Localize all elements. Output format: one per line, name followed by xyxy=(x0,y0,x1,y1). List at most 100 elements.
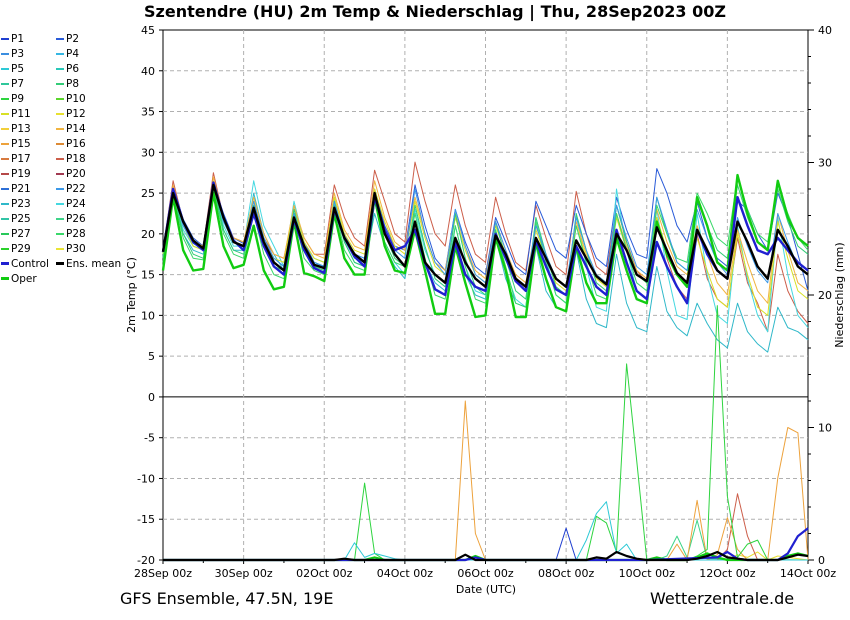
legend-swatch xyxy=(1,233,9,235)
legend-swatch xyxy=(56,158,64,160)
legend-label: P9 xyxy=(11,93,25,105)
legend-swatch xyxy=(56,233,64,235)
y-tick-label: -5 xyxy=(144,432,155,445)
y-tick-label: -20 xyxy=(137,554,155,567)
legend-label: P27 xyxy=(11,228,31,240)
legend-swatch xyxy=(56,98,64,100)
y2-tick-label: 10 xyxy=(818,422,832,435)
legend-label: P1 xyxy=(11,33,25,45)
legend-swatch xyxy=(1,113,9,115)
y-tick-label: 45 xyxy=(141,24,155,37)
legend-swatch xyxy=(1,83,9,85)
y-tick-label: 15 xyxy=(141,269,155,282)
x-tick-label: 30Sep 00z xyxy=(215,567,273,580)
legend-label: P21 xyxy=(11,183,31,195)
legend-swatch xyxy=(1,188,9,190)
legend-label: P2 xyxy=(66,33,80,45)
legend-label: P28 xyxy=(66,228,86,240)
legend-label: P16 xyxy=(66,138,86,150)
y-tick-label: 20 xyxy=(141,228,155,241)
legend-swatch xyxy=(1,128,9,130)
x-tick-label: 28Sep 00z xyxy=(134,567,192,580)
x-tick-label: 10Oct 00z xyxy=(619,567,676,580)
legend-label: P18 xyxy=(66,153,86,165)
legend-label: P30 xyxy=(66,243,86,255)
legend-label: P11 xyxy=(11,108,31,120)
y-tick-label: 35 xyxy=(141,106,155,119)
legend-swatch xyxy=(1,38,9,40)
legend-swatch xyxy=(1,53,9,55)
legend-label: P7 xyxy=(11,78,25,90)
legend-swatch xyxy=(56,203,64,205)
legend-swatch xyxy=(56,83,64,85)
legend-swatch xyxy=(1,277,9,280)
y2-tick-label: 20 xyxy=(818,289,832,302)
legend-label: Ens. mean xyxy=(66,258,122,270)
x-tick-label: 06Oct 00z xyxy=(457,567,514,580)
legend-swatch xyxy=(56,53,64,55)
y-tick-label: -15 xyxy=(137,513,155,526)
precip-line-control xyxy=(163,527,809,562)
legend-swatch xyxy=(56,128,64,130)
legend-label: P6 xyxy=(66,63,80,75)
legend-label: P24 xyxy=(66,198,86,210)
y-tick-label: 10 xyxy=(141,309,155,322)
legend-swatch xyxy=(56,248,64,250)
legend-label: P3 xyxy=(11,48,25,60)
legend-swatch xyxy=(1,143,9,145)
legend-swatch xyxy=(56,68,64,70)
y2-tick-label: 40 xyxy=(818,24,832,37)
x-tick-label: 04Oct 00z xyxy=(377,567,434,580)
y-tick-label: 30 xyxy=(141,146,155,159)
legend-label: P26 xyxy=(66,213,86,225)
legend-label: P5 xyxy=(11,63,25,75)
legend-swatch xyxy=(56,38,64,40)
legend-label: P10 xyxy=(66,93,86,105)
legend-label: P22 xyxy=(66,183,86,195)
y-tick-label: 40 xyxy=(141,65,155,78)
legend-label: Control xyxy=(11,258,49,270)
legend-swatch xyxy=(1,158,9,160)
legend-label: P4 xyxy=(66,48,80,60)
y-tick-label: 0 xyxy=(148,391,155,404)
x-tick-label: 12Oct 00z xyxy=(699,567,756,580)
y-tick-label: 25 xyxy=(141,187,155,200)
y-tick-label: 5 xyxy=(148,350,155,363)
chart-title: Szentendre (HU) 2m Temp & Niederschlag |… xyxy=(144,2,726,21)
legend-label: P19 xyxy=(11,168,31,180)
legend-swatch xyxy=(1,98,9,100)
legend-swatch xyxy=(56,188,64,190)
legend-label: Oper xyxy=(11,273,37,285)
legend-swatch xyxy=(56,173,64,175)
x-tick-label: 08Oct 00z xyxy=(538,567,595,580)
legend-label: P14 xyxy=(66,123,86,135)
legend-swatch xyxy=(56,113,64,115)
legend-label: P13 xyxy=(11,123,31,135)
legend-label: P25 xyxy=(11,213,31,225)
legend-swatch xyxy=(1,173,9,175)
legend-swatch xyxy=(56,143,64,145)
temp-line-oper xyxy=(161,173,809,319)
x-tick-label: 02Oct 00z xyxy=(296,567,353,580)
y-tick-label: -10 xyxy=(137,472,155,485)
site-caption: Wetterzentrale.de xyxy=(650,589,795,608)
legend-swatch xyxy=(56,262,64,265)
x-axis-label: Date (UTC) xyxy=(456,583,516,596)
x-tick-label: 14Oct 00z xyxy=(780,567,837,580)
model-caption: GFS Ensemble, 47.5N, 19E xyxy=(120,589,334,608)
legend-label: P8 xyxy=(66,78,80,90)
precip-line-ens-mean xyxy=(163,550,809,562)
y-axis-label-right: Niederschlag (mm) xyxy=(833,242,846,347)
y2-tick-label: 30 xyxy=(818,157,832,170)
legend-label: P17 xyxy=(11,153,31,165)
legend-swatch xyxy=(1,262,9,265)
legend-swatch xyxy=(1,218,9,220)
legend-label: P20 xyxy=(66,168,86,180)
legend-label: P23 xyxy=(11,198,31,210)
y-axis-label-left: 2m Temp (°C) xyxy=(125,257,138,333)
legend-label: P29 xyxy=(11,243,31,255)
legend-swatch xyxy=(1,248,9,250)
legend-swatch xyxy=(56,218,64,220)
legend-label: P12 xyxy=(66,108,86,120)
